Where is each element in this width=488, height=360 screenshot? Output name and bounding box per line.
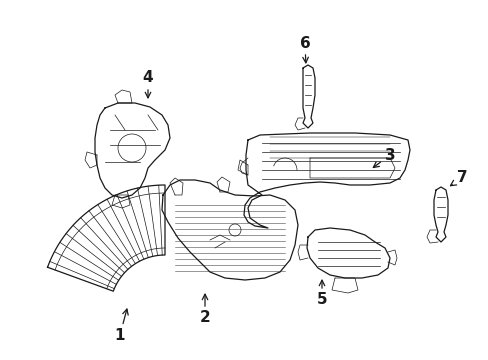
Text: 3: 3	[384, 148, 394, 162]
Text: 5: 5	[316, 292, 326, 307]
Text: 2: 2	[199, 310, 210, 325]
Text: 6: 6	[299, 36, 310, 50]
Text: 1: 1	[115, 328, 125, 342]
Text: 7: 7	[456, 171, 467, 185]
Text: 4: 4	[142, 71, 153, 85]
